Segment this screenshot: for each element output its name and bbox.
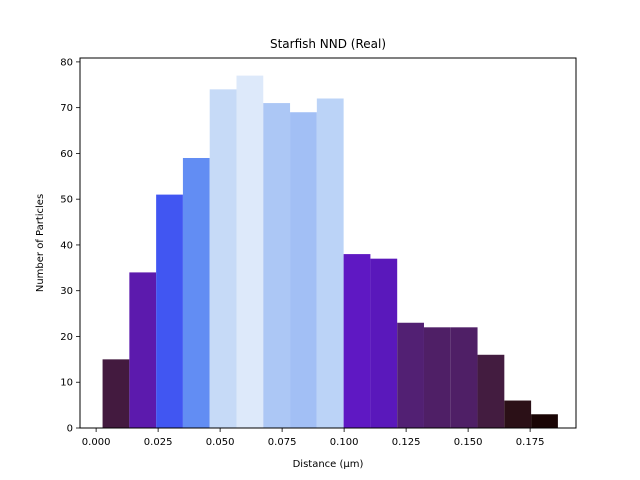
histogram-bar [450, 327, 478, 428]
y-tick-label: 30 [60, 286, 73, 297]
histogram-bar [370, 258, 398, 428]
x-tick-label: 0.175 [516, 437, 545, 448]
plot-frame [79, 57, 577, 429]
y-tick-label: 70 [60, 103, 73, 114]
histogram-bar [263, 103, 291, 428]
histogram-bar [182, 157, 210, 428]
histogram-bar [102, 359, 130, 428]
y-tick-label: 20 [60, 332, 73, 343]
y-tick-label: 60 [60, 149, 73, 160]
histogram-bar [531, 414, 558, 428]
y-tick-label: 50 [60, 195, 73, 206]
histogram-bar [504, 400, 532, 428]
histogram-bar [156, 194, 183, 428]
y-axis: 0 10 20 30 40 50 60 70 80 [60, 57, 80, 435]
x-tick-label: 0.075 [268, 437, 297, 448]
y-tick-label: 40 [60, 240, 73, 251]
histogram-bar [129, 272, 157, 428]
x-tick-label: 0.025 [144, 437, 173, 448]
histogram-bar [477, 354, 505, 428]
x-tick-label: 0.050 [206, 437, 235, 448]
y-tick-label: 80 [60, 57, 73, 68]
histogram-bar [209, 89, 237, 428]
chart-title: Starfish NND (Real) [270, 37, 386, 51]
y-tick-label: 10 [60, 378, 73, 389]
x-axis-title: Distance (µm) [293, 459, 364, 470]
bars-group [102, 75, 558, 429]
histogram-bar [236, 75, 264, 428]
x-tick-label: 0.100 [330, 437, 359, 448]
x-tick-label: 0.125 [392, 437, 421, 448]
histogram-bar [423, 327, 451, 428]
y-tick-label: 0 [67, 424, 73, 435]
histogram-bar [316, 98, 344, 429]
histogram-bar [397, 322, 424, 428]
x-tick-label: 0.150 [454, 437, 483, 448]
histogram-bar [290, 112, 317, 429]
histogram-bar [343, 254, 371, 428]
x-axis: 0.000 0.025 0.050 0.075 0.100 0.125 0.150 0.175 [82, 428, 545, 448]
x-tick-label: 0.000 [82, 437, 111, 448]
y-axis-title: Number of Particles [35, 194, 46, 292]
